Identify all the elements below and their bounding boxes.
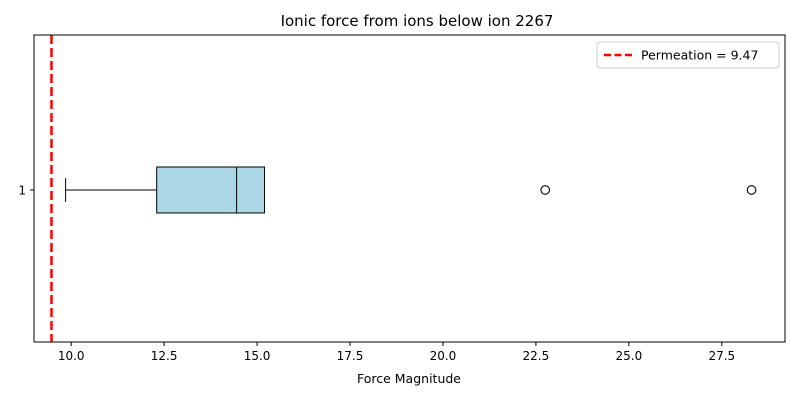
- x-tick-label: 10.0: [58, 349, 85, 363]
- box-iqr: [156, 166, 266, 214]
- x-tick-label: 15.0: [244, 349, 271, 363]
- x-tick-label: 20.0: [430, 349, 457, 363]
- legend-box: [596, 41, 780, 69]
- chart-title: Ionic force from ions below ion 2267: [281, 12, 554, 30]
- x-axis: 10.0 12.5 15.0 17.5 20.0 22.5 25.0 27.5: [58, 342, 735, 363]
- legend: Permeation = 9.47: [596, 41, 780, 69]
- outlier-point: [540, 185, 551, 195]
- x-tick-label: 17.5: [337, 349, 364, 363]
- outlier-point: [746, 185, 757, 195]
- x-tick-label: 12.5: [151, 349, 178, 363]
- y-tick-label: 1: [18, 184, 26, 198]
- plot-area: [50, 35, 757, 342]
- x-axis-label: Force Magnitude: [357, 371, 461, 386]
- legend-label-permeation: Permeation = 9.47: [641, 48, 758, 63]
- y-axis: 1: [18, 184, 34, 198]
- x-tick-label: 27.5: [708, 349, 735, 363]
- plot-frame: [33, 34, 786, 343]
- x-tick-label: 22.5: [523, 349, 550, 363]
- x-tick-label: 25.0: [615, 349, 642, 363]
